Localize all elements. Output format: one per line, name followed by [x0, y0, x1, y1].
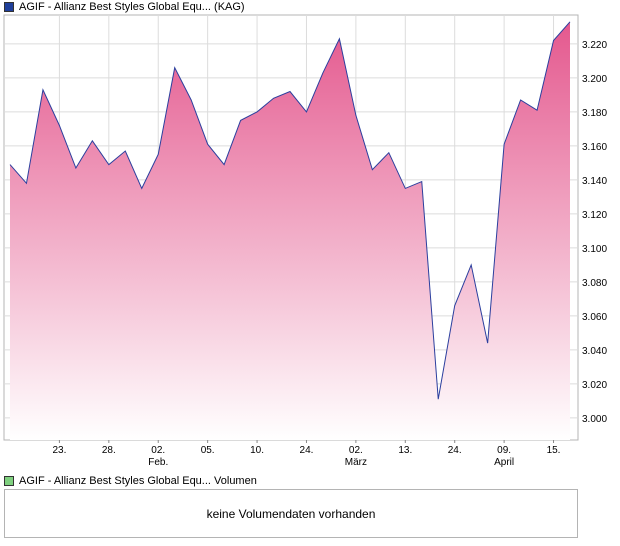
- volume-legend-label: AGIF - Allianz Best Styles Global Equ...…: [19, 475, 257, 487]
- y-tick-label: 3.000: [582, 414, 607, 425]
- x-tick-label: 09.: [497, 445, 511, 456]
- y-axis-labels: 3.000 3.020 3.040 3.060 3.080 3.100 3.120 3.140…: [582, 40, 607, 425]
- volume-empty-message: keine Volumendaten vorhanden: [206, 506, 376, 521]
- y-tick-label: 3.120: [582, 210, 607, 221]
- price-legend-label: AGIF - Allianz Best Styles Global Equ...…: [19, 1, 245, 13]
- volume-legend-swatch: [4, 476, 14, 486]
- price-chart: 3.000 3.020 3.040 3.060 3.080 3.100 3.120 3.140…: [3, 14, 607, 468]
- x-month-label: Feb.: [148, 457, 168, 468]
- x-tick-label: 28.: [102, 445, 116, 456]
- x-tick-label: 15.: [547, 445, 561, 456]
- volume-legend: AGIF - Allianz Best Styles Global Equ...…: [4, 474, 257, 488]
- x-month-label: April: [494, 457, 514, 468]
- price-area-fill: [10, 21, 570, 441]
- y-tick-label: 3.040: [582, 346, 607, 357]
- x-month-label: März: [345, 457, 367, 468]
- x-tick-label: 24.: [300, 445, 314, 456]
- y-tick-label: 3.100: [582, 244, 607, 255]
- y-tick-label: 3.020: [582, 380, 607, 391]
- x-tick-label: 24.: [448, 445, 462, 456]
- x-tick-label: 02.: [151, 445, 165, 456]
- y-tick-label: 3.140: [582, 176, 607, 187]
- x-tick-label: 05.: [201, 445, 215, 456]
- y-tick-label: 3.160: [582, 142, 607, 153]
- volume-panel: keine Volumendaten vorhanden: [4, 489, 578, 538]
- x-tick-label: 13.: [398, 445, 412, 456]
- y-tick-label: 3.200: [582, 74, 607, 85]
- y-tick-label: 3.080: [582, 278, 607, 289]
- y-tick-label: 3.180: [582, 108, 607, 119]
- price-line: [9, 21, 571, 400]
- y-tick-label: 3.220: [582, 40, 607, 51]
- y-tick-label: 3.060: [582, 312, 607, 323]
- price-legend: AGIF - Allianz Best Styles Global Equ...…: [4, 0, 245, 14]
- x-tick-label: 10.: [250, 445, 264, 456]
- price-legend-swatch: [4, 2, 14, 12]
- x-tick-label: 23.: [52, 445, 66, 456]
- x-tick-label: 02.: [349, 445, 363, 456]
